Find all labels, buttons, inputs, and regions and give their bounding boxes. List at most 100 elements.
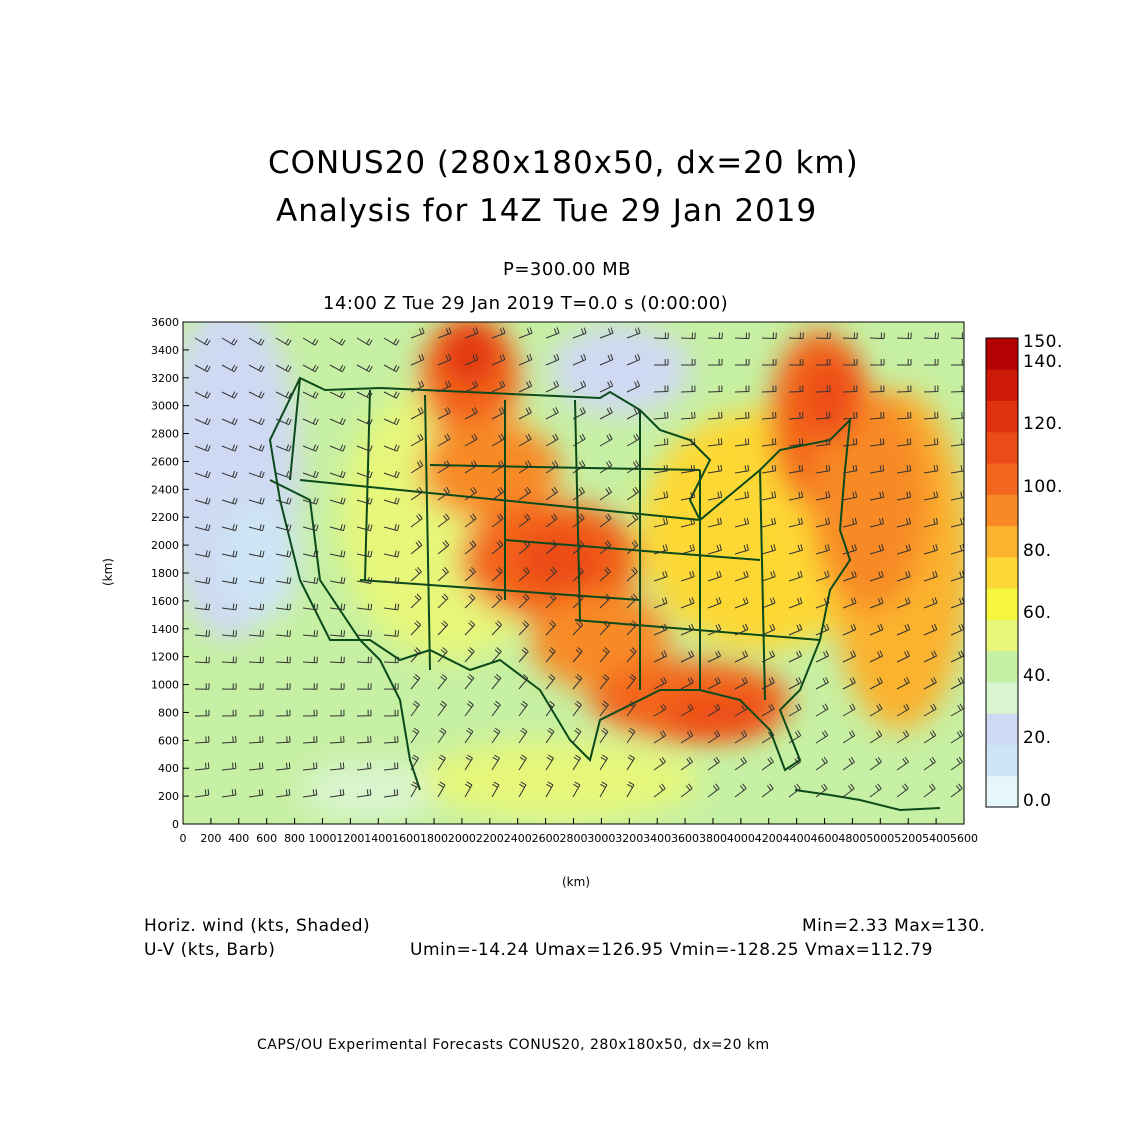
- colorbar-swatch: [986, 494, 1018, 527]
- wind-barb: [194, 337, 211, 346]
- x-tick-label: 5200: [894, 832, 922, 845]
- wind-barb: [221, 391, 238, 399]
- wind-barb: [221, 470, 238, 479]
- wind-barb: [491, 460, 505, 474]
- wind-barb: [302, 523, 319, 532]
- wind-barb: [815, 623, 830, 636]
- colorbar-label: 100.: [1023, 477, 1063, 497]
- wind-barb: [788, 517, 804, 528]
- wind-barb: [248, 497, 265, 505]
- wind-barb: [653, 385, 669, 393]
- y-tick-label: 600: [158, 734, 179, 747]
- wind-barb: [329, 683, 345, 690]
- x-tick-label: 400: [228, 832, 249, 845]
- x-tick-label: 5000: [866, 832, 894, 845]
- x-tick-label: 2600: [532, 832, 560, 845]
- x-tick-label: 2200: [476, 832, 504, 845]
- wind-barb: [626, 513, 639, 528]
- wind-barb: [599, 380, 614, 393]
- wind-barb: [626, 407, 640, 420]
- wind-barb: [869, 517, 885, 528]
- wind-barb: [950, 730, 964, 744]
- wind-barb: [788, 544, 803, 555]
- wind-barb: [734, 491, 750, 501]
- wind-barb: [464, 460, 478, 474]
- wind-barb: [788, 385, 804, 393]
- wind-barb: [815, 464, 831, 474]
- x-axis-label: (km): [562, 875, 591, 889]
- wind-barb: [626, 674, 637, 690]
- wind-barb: [842, 385, 858, 393]
- wind-barb: [869, 570, 884, 582]
- wind-barb: [356, 656, 372, 664]
- wind-barb: [194, 603, 211, 611]
- wind-barb: [572, 781, 581, 798]
- wind-barb: [545, 486, 559, 501]
- wind-barb: [464, 433, 478, 447]
- wind-barb: [734, 464, 750, 474]
- wind-barb: [680, 570, 695, 582]
- wind-barb: [950, 756, 963, 771]
- wind-barb: [599, 647, 610, 663]
- wind-barb: [491, 781, 500, 798]
- wind-barb: [842, 730, 856, 744]
- wind-barb: [572, 460, 586, 474]
- wind-barb: [248, 391, 265, 399]
- wind-barb: [518, 540, 531, 555]
- wind-barb: [356, 630, 372, 637]
- wind-barb: [681, 359, 696, 366]
- wind-barb: [329, 630, 345, 637]
- wind-barb: [788, 597, 803, 609]
- wind-barb: [842, 544, 857, 555]
- wind-barb: [383, 656, 399, 664]
- x-tick-label: 1200: [336, 832, 364, 845]
- wind-barb: [599, 674, 610, 690]
- wind-barb: [464, 513, 477, 528]
- wind-barb: [194, 656, 210, 664]
- wind-barb: [383, 444, 400, 452]
- wind-barb: [761, 703, 775, 717]
- wind-barb: [572, 380, 587, 393]
- wind-barb: [815, 650, 830, 663]
- wind-barb: [896, 597, 911, 609]
- wind-barb: [761, 676, 775, 690]
- wind-barb: [383, 497, 400, 505]
- wind-barb: [410, 593, 422, 609]
- wind-barb: [275, 523, 292, 532]
- wind-barb: [221, 364, 238, 373]
- wind-barb: [464, 754, 473, 771]
- x-tick-label: 3600: [671, 832, 699, 845]
- wind-barb: [410, 513, 423, 528]
- x-tick-label: 4400: [783, 832, 811, 845]
- wind-barb: [842, 411, 858, 420]
- wind-barb: [410, 727, 420, 744]
- y-tick-label: 3400: [151, 344, 179, 357]
- wind-barb: [221, 656, 237, 664]
- colorbar-label: 140.: [1023, 352, 1063, 372]
- wind-barb: [626, 486, 640, 501]
- wind-barb: [653, 491, 669, 501]
- wind-barb: [383, 523, 400, 532]
- x-tick-label: 2800: [560, 832, 588, 845]
- wind-barb: [437, 674, 448, 690]
- wind-barb: [923, 570, 938, 582]
- wind-barb: [383, 470, 400, 479]
- wind-barb: [464, 566, 476, 582]
- wind-barb: [896, 783, 909, 798]
- colorbar-frame: [985, 337, 1019, 808]
- wind-barb: [194, 497, 211, 505]
- wind-barb: [842, 438, 858, 447]
- wind-barb: [707, 517, 723, 528]
- wind-barb: [437, 460, 451, 474]
- y-tick-label: 0: [172, 818, 179, 831]
- wind-barb: [734, 756, 747, 771]
- wind-barb: [599, 540, 612, 555]
- wind-barb: [869, 332, 885, 340]
- wind-barb: [275, 417, 292, 426]
- x-tick-label: 2400: [504, 832, 532, 845]
- wind-barb: [302, 736, 318, 744]
- wind-barb: [626, 754, 635, 771]
- wind-barb: [518, 566, 530, 582]
- wind-barb: [329, 391, 346, 399]
- wind-barb: [302, 709, 318, 717]
